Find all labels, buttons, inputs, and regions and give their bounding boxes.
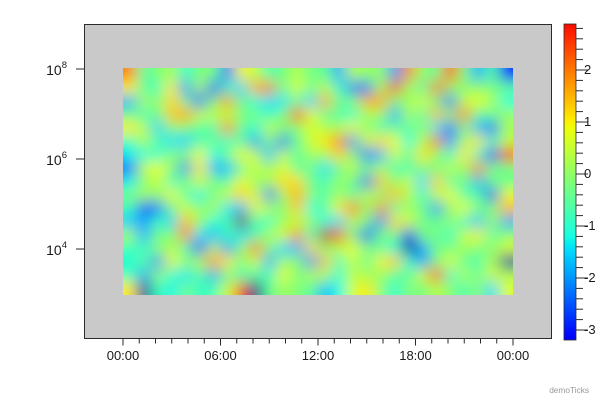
svg-text:-3: -3 — [584, 322, 596, 337]
svg-text:2: 2 — [584, 62, 591, 77]
svg-text:104: 104 — [46, 240, 67, 258]
svg-text:12:00: 12:00 — [302, 348, 335, 363]
svg-text:0: 0 — [584, 166, 591, 181]
svg-text:108: 108 — [46, 60, 67, 78]
svg-text:06:00: 06:00 — [204, 348, 237, 363]
svg-text:-1: -1 — [584, 218, 596, 233]
svg-text:18:00: 18:00 — [399, 348, 432, 363]
svg-text:1: 1 — [584, 114, 591, 129]
svg-text:00:00: 00:00 — [107, 348, 140, 363]
svg-text:demoTicks: demoTicks — [549, 385, 589, 395]
svg-text:106: 106 — [46, 150, 67, 168]
svg-text:-2: -2 — [584, 270, 596, 285]
svg-text:00:00: 00:00 — [497, 348, 530, 363]
